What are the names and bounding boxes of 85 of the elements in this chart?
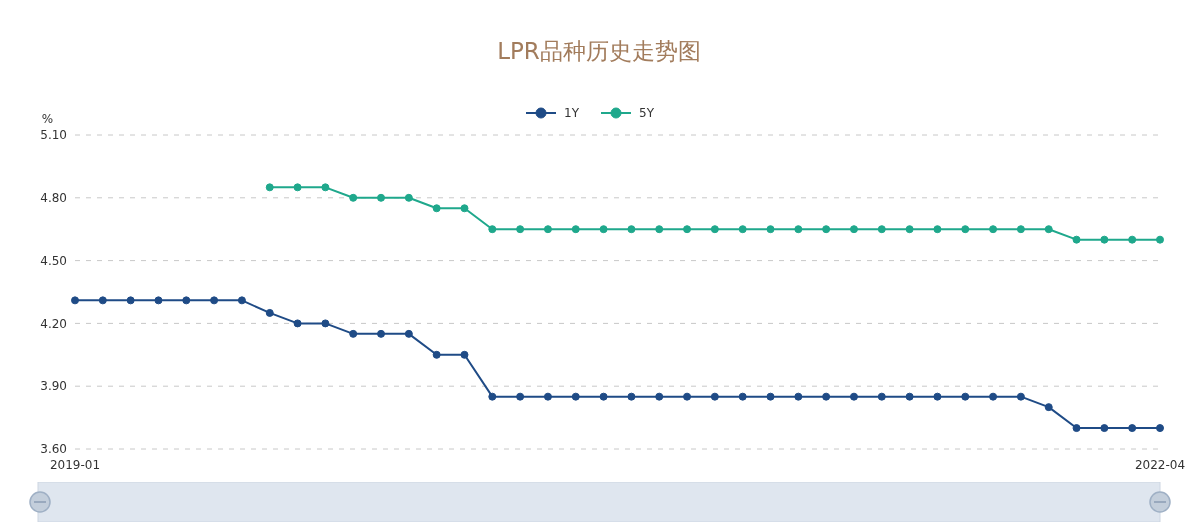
point [599, 225, 608, 234]
point [933, 392, 942, 401]
point [655, 225, 664, 234]
point [905, 225, 914, 234]
point [849, 225, 858, 234]
point [126, 296, 135, 305]
point [543, 225, 552, 234]
point [349, 329, 358, 338]
point [571, 225, 580, 234]
point [71, 296, 79, 305]
point [571, 392, 580, 401]
point [989, 392, 998, 401]
point [1016, 225, 1025, 234]
chart-title: LPR品种历史走势图 [496, 37, 702, 66]
point [349, 193, 358, 202]
point [543, 392, 552, 401]
point [1128, 424, 1137, 433]
y-tick-label: 3.90 [40, 379, 67, 394]
y-tick-label: 3.60 [40, 442, 67, 457]
point [961, 225, 970, 234]
point [488, 225, 497, 234]
y-tick-label: 4.80 [40, 191, 67, 206]
point [1072, 235, 1081, 244]
point [1156, 424, 1164, 433]
y-tick-label: 4.50 [40, 253, 67, 268]
point [460, 204, 469, 213]
point [237, 296, 246, 305]
point [710, 392, 719, 401]
point [460, 350, 469, 359]
point [404, 193, 413, 202]
point [293, 319, 302, 328]
point [989, 225, 998, 234]
point [905, 392, 914, 401]
point [599, 392, 608, 401]
point [377, 193, 386, 202]
point [516, 392, 525, 401]
point [738, 225, 747, 234]
point [321, 319, 330, 328]
legend-label: 5Y [639, 106, 654, 120]
point [293, 183, 302, 192]
point [961, 392, 970, 401]
point [877, 225, 886, 234]
point [1044, 225, 1053, 234]
x-tick-label: 2022-04 [1134, 458, 1186, 472]
point [488, 392, 497, 401]
point [321, 183, 330, 192]
point [766, 392, 775, 401]
point [683, 225, 692, 234]
point [1156, 235, 1164, 244]
x-tick-label: 2019-01 [49, 458, 101, 472]
point [1072, 424, 1081, 433]
point [265, 308, 274, 317]
point [683, 392, 692, 401]
point [1044, 403, 1053, 412]
point [766, 225, 775, 234]
point [377, 329, 386, 338]
y-tick-label: 4.20 [40, 316, 67, 331]
point [182, 296, 191, 305]
y-tick-label: 5.10 [40, 128, 67, 143]
point [849, 392, 858, 401]
point [822, 392, 831, 401]
legend-label: 1Y [564, 106, 579, 120]
point [627, 392, 636, 401]
point [655, 392, 664, 401]
point [98, 296, 107, 305]
point [794, 225, 803, 234]
point [627, 225, 636, 234]
point [404, 329, 413, 338]
point [1100, 424, 1109, 433]
y-axis-title: % [41, 112, 54, 126]
point [1016, 392, 1025, 401]
point [432, 204, 441, 213]
point [265, 183, 274, 192]
point [516, 225, 525, 234]
point [432, 350, 441, 359]
point [738, 392, 747, 401]
point [210, 296, 219, 305]
point [154, 296, 163, 305]
point [710, 225, 719, 234]
point [794, 392, 803, 401]
point [877, 392, 886, 401]
point [933, 225, 942, 234]
point [822, 225, 831, 234]
point [1128, 235, 1137, 244]
point [1100, 235, 1109, 244]
